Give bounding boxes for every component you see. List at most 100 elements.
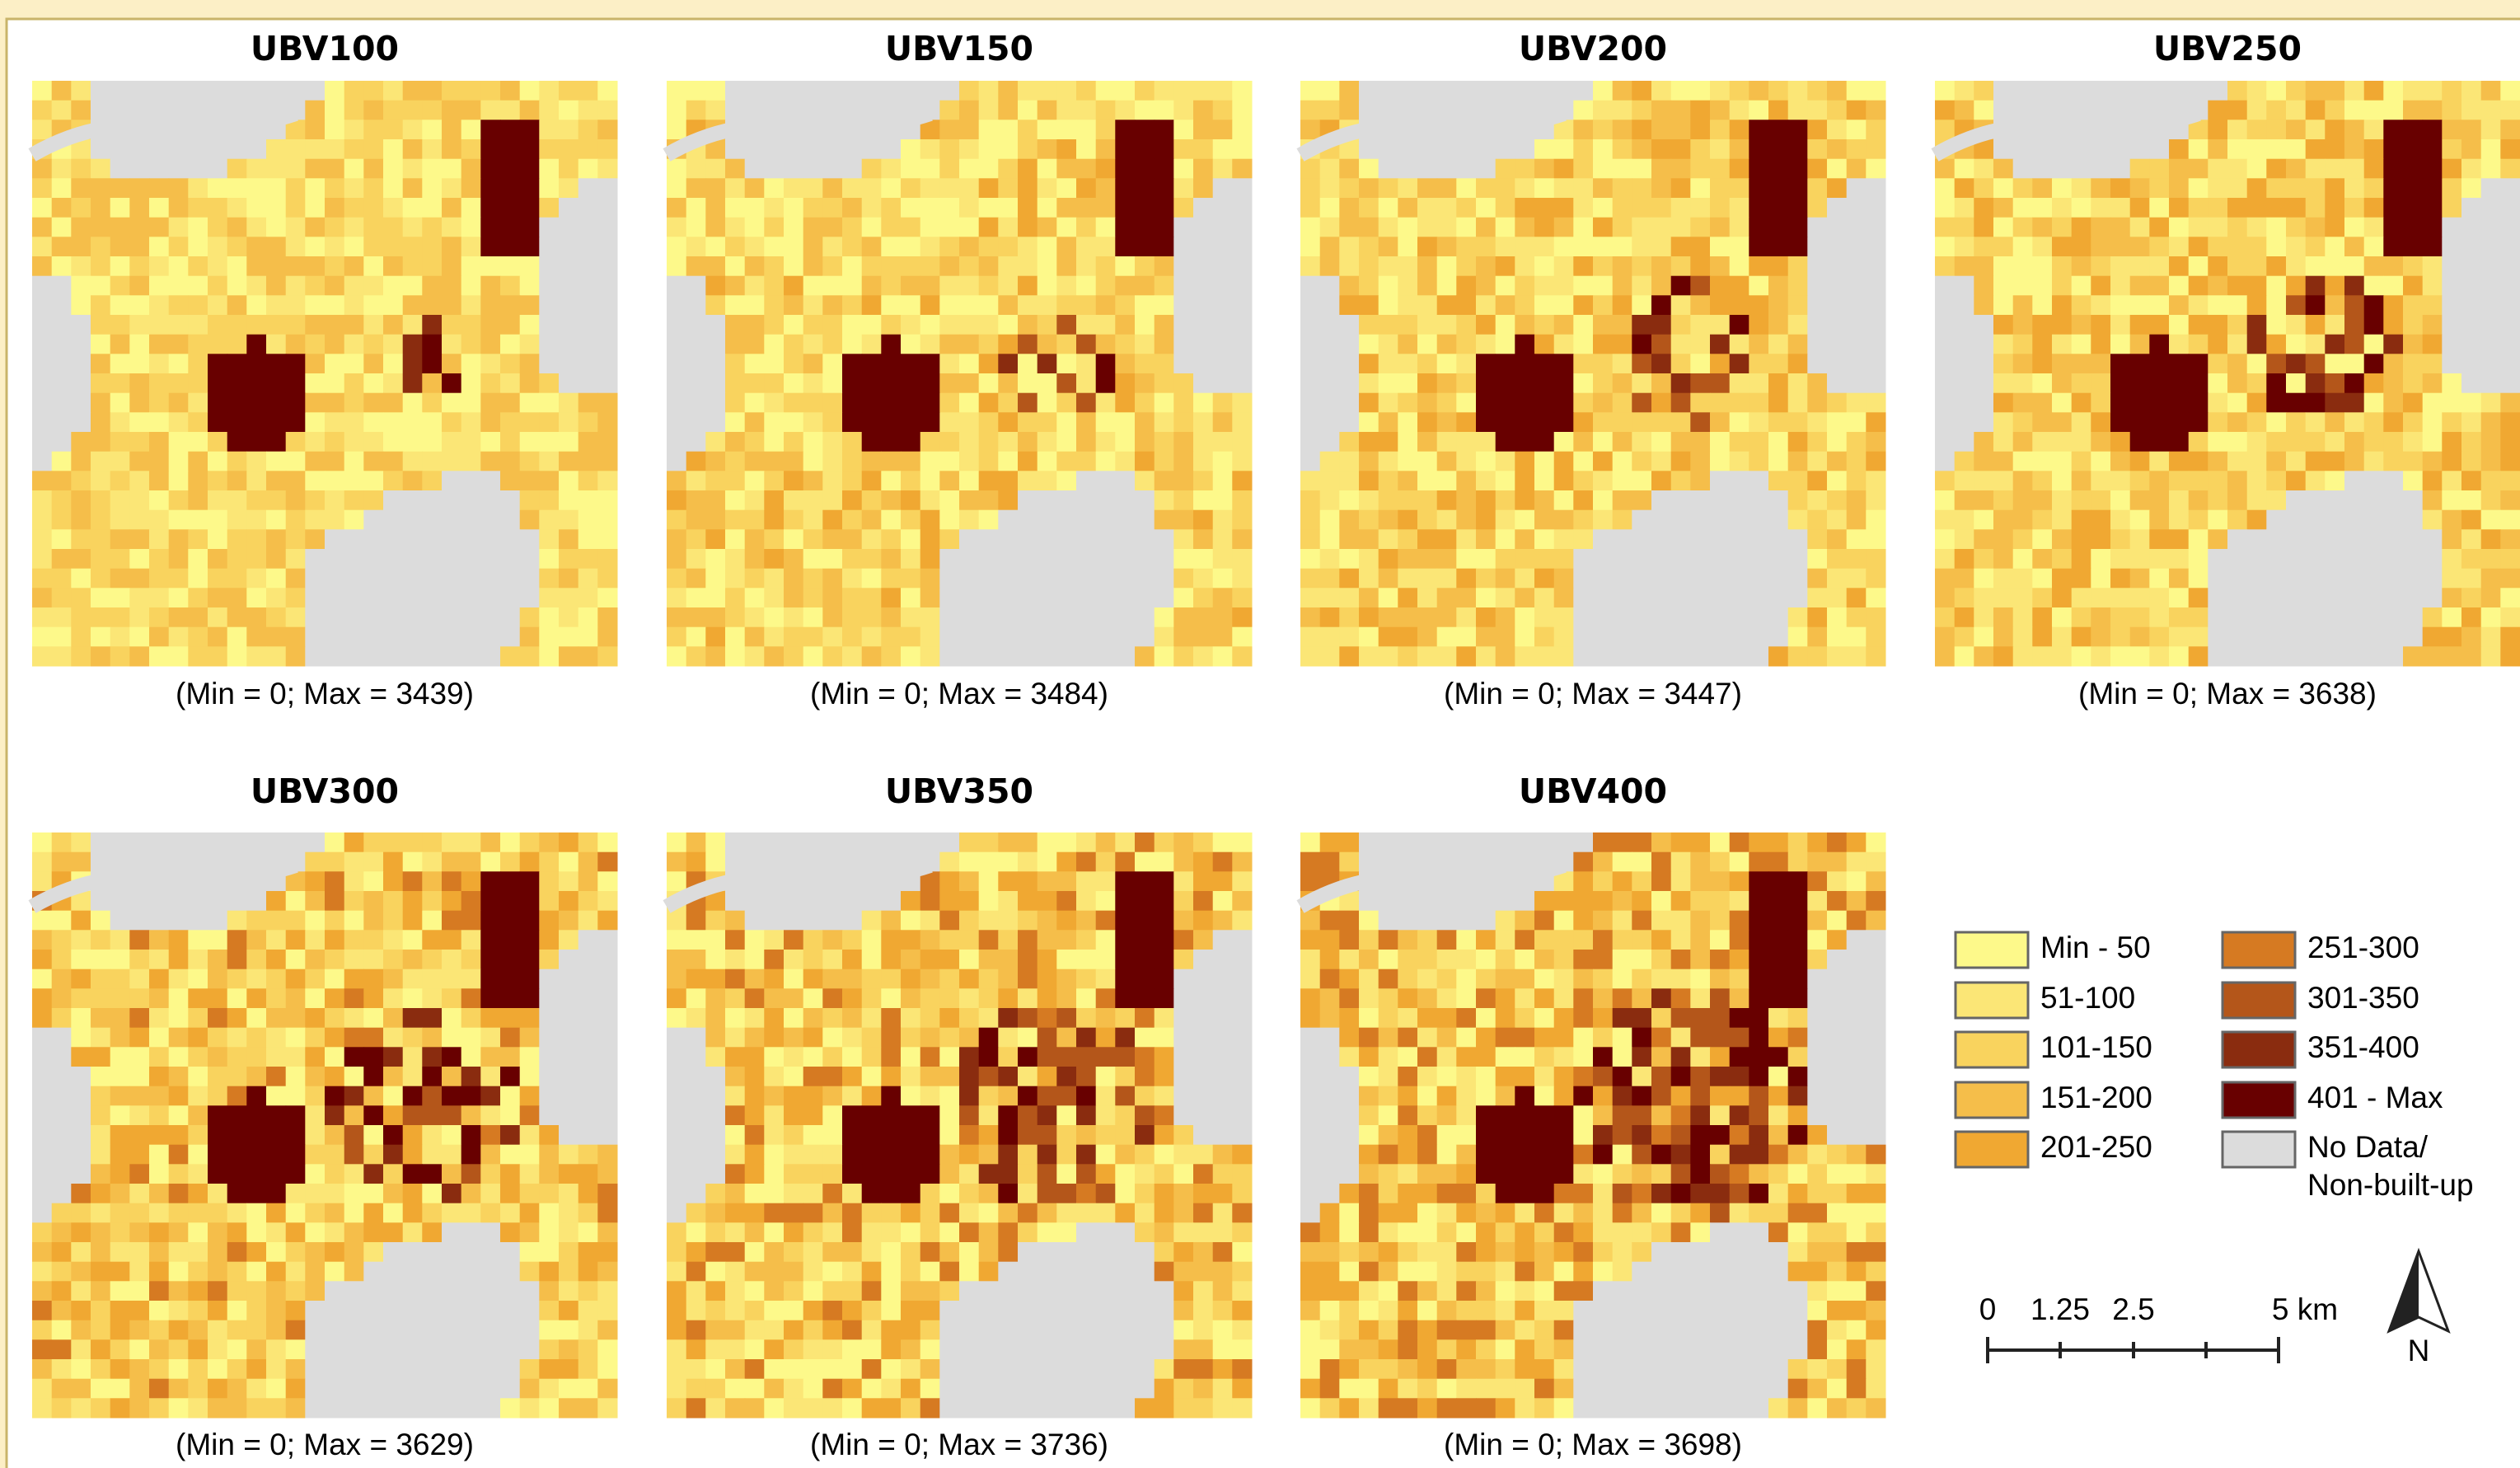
map-cell bbox=[667, 510, 686, 530]
map-cell bbox=[71, 432, 91, 452]
map-cell bbox=[2364, 335, 2384, 354]
map-cell bbox=[2481, 315, 2501, 335]
map-cell bbox=[325, 1008, 344, 1028]
map-cell bbox=[686, 1105, 706, 1125]
map-cell bbox=[1807, 607, 1827, 627]
map-cell bbox=[325, 490, 344, 510]
map-cell bbox=[363, 335, 383, 354]
map-cell bbox=[920, 373, 940, 393]
map-cell bbox=[344, 490, 364, 510]
map-cell bbox=[881, 1008, 901, 1028]
map-cell bbox=[1115, 276, 1135, 296]
map-cell bbox=[939, 295, 959, 315]
map-cell bbox=[1417, 373, 1437, 393]
map-cell bbox=[266, 1125, 286, 1145]
map-cell bbox=[803, 911, 823, 931]
map-cell bbox=[129, 198, 149, 218]
map-cell bbox=[842, 529, 862, 549]
map-cell bbox=[1096, 393, 1116, 413]
map-cell bbox=[71, 412, 91, 432]
map-cell bbox=[442, 295, 461, 315]
map-cell bbox=[1515, 490, 1534, 510]
map-cell bbox=[1807, 432, 1827, 452]
map-cell bbox=[597, 198, 617, 218]
map-cell bbox=[1193, 354, 1213, 373]
map-cell bbox=[1827, 101, 1847, 120]
map-cell bbox=[1573, 178, 1593, 198]
map-cell bbox=[539, 627, 559, 647]
map-cell bbox=[129, 1301, 149, 1320]
map-cell bbox=[266, 627, 286, 647]
map-cell bbox=[979, 569, 999, 589]
map-cell bbox=[1749, 588, 1768, 607]
map-cell bbox=[227, 81, 247, 101]
map-cell bbox=[939, 569, 959, 589]
map-cell bbox=[803, 1047, 823, 1067]
map-cell bbox=[32, 218, 52, 237]
map-cell bbox=[363, 373, 383, 393]
map-cell bbox=[2091, 529, 2110, 549]
map-cell bbox=[129, 1242, 149, 1262]
map-cell bbox=[1690, 218, 1710, 237]
map-cell bbox=[422, 1203, 442, 1223]
map-cell bbox=[188, 1008, 208, 1028]
map-cell bbox=[2442, 159, 2461, 179]
map-cell bbox=[667, 335, 686, 354]
map-cell bbox=[764, 1125, 784, 1145]
map-cell bbox=[188, 549, 208, 569]
map-cell bbox=[901, 432, 920, 452]
map-cell bbox=[881, 354, 901, 373]
map-cell bbox=[246, 627, 266, 647]
map-cell bbox=[266, 1320, 286, 1340]
map-cell bbox=[91, 607, 110, 627]
map-cell bbox=[939, 373, 959, 393]
map-cell bbox=[52, 218, 72, 237]
map-cell bbox=[266, 218, 286, 237]
map-cell bbox=[325, 930, 344, 950]
map-cell bbox=[1038, 354, 1057, 373]
map-cell bbox=[344, 1359, 364, 1379]
map-cell bbox=[1193, 120, 1213, 139]
map-cell bbox=[1456, 432, 1476, 452]
map-cell bbox=[1115, 1008, 1135, 1028]
map-cell bbox=[1076, 237, 1096, 256]
map-cell bbox=[2383, 432, 2403, 452]
map-cell bbox=[1379, 432, 1398, 452]
map-cell bbox=[71, 911, 91, 931]
map-cell bbox=[1710, 335, 1730, 354]
map-cell bbox=[597, 1398, 617, 1418]
map-cell bbox=[71, 101, 91, 120]
map-cell bbox=[784, 139, 803, 159]
map-cell bbox=[110, 510, 130, 530]
map-cell bbox=[1974, 295, 1993, 315]
map-cell bbox=[1866, 315, 1885, 335]
map-cell bbox=[1320, 471, 1340, 490]
map-cell bbox=[979, 871, 999, 891]
map-cell bbox=[998, 969, 1018, 989]
map-cell bbox=[2072, 335, 2091, 354]
map-cell bbox=[939, 646, 959, 666]
map-cell bbox=[822, 393, 842, 413]
map-cell bbox=[422, 988, 442, 1008]
map-cell bbox=[979, 237, 999, 256]
map-cell bbox=[2364, 159, 2384, 179]
map-cell bbox=[1613, 139, 1632, 159]
map-cell bbox=[91, 930, 110, 950]
map-cell bbox=[1651, 588, 1671, 607]
map-cell bbox=[286, 373, 306, 393]
map-cell bbox=[1827, 549, 1847, 569]
map-cell bbox=[1554, 607, 1574, 627]
map-cell bbox=[2247, 178, 2267, 198]
map-cell bbox=[246, 393, 266, 413]
map-cell bbox=[2500, 471, 2520, 490]
map-cell bbox=[1076, 120, 1096, 139]
map-cell bbox=[500, 1281, 520, 1301]
map-cell bbox=[1300, 295, 1320, 315]
map-cell bbox=[363, 218, 383, 237]
map-cell bbox=[686, 315, 706, 335]
map-cell bbox=[1379, 393, 1398, 413]
map-cell bbox=[422, 627, 442, 647]
map-cell bbox=[745, 1125, 765, 1145]
map-cell bbox=[1320, 159, 1340, 179]
map-cell bbox=[920, 930, 940, 950]
